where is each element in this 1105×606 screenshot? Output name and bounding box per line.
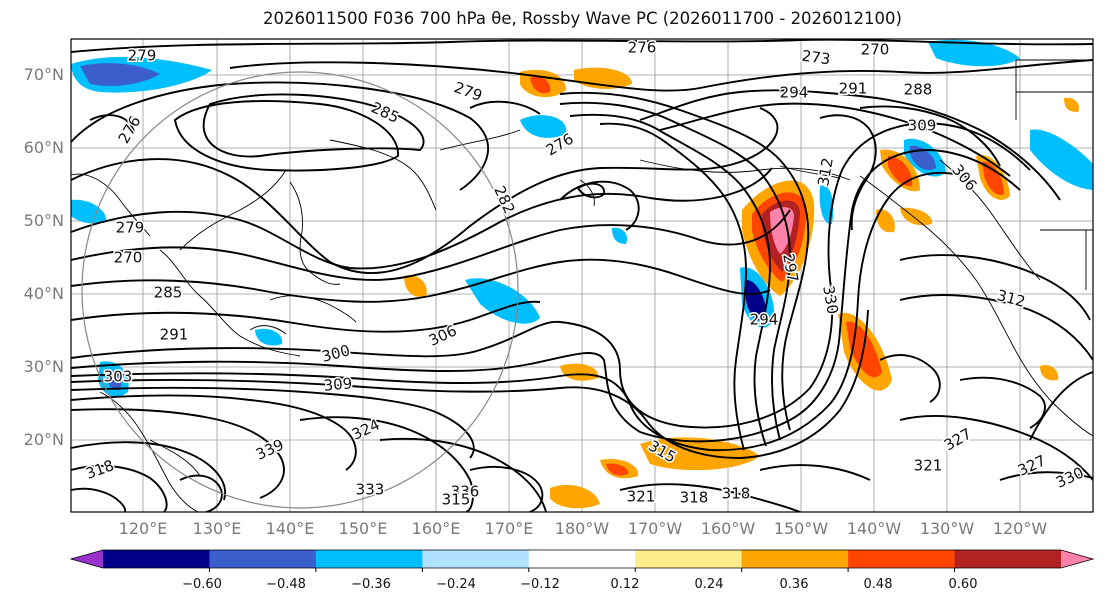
map-title: 2026011500 F036 700 hPa θe, Rossby Wave …: [263, 9, 902, 28]
contour-label: 306: [948, 161, 980, 195]
colorbar-tick-label: 0.48: [863, 577, 893, 592]
contour-label: 276: [628, 39, 657, 57]
contour-label: 327: [941, 425, 975, 455]
colorbar-tick-label: −0.12: [520, 577, 560, 592]
colorbar-segment: [741, 550, 849, 568]
contour-label: 336: [451, 483, 480, 501]
contour-label: 279: [116, 219, 145, 237]
contour-label: 297: [779, 252, 802, 283]
lon-label-120e: 120°E: [118, 519, 168, 538]
contour-label: 306: [426, 321, 460, 349]
colorbar-segment: [528, 550, 636, 568]
colorbar-segment: [422, 550, 530, 568]
contour-label: 282: [490, 183, 518, 217]
coastlines: [71, 59, 1093, 512]
contour-label: 318: [83, 456, 116, 483]
lat-label-70n: 70°N: [23, 65, 64, 84]
lat-label-40n: 40°N: [23, 284, 64, 303]
colorbar-tick-label: 0.24: [694, 577, 724, 592]
lon-label-130w: 130°W: [919, 519, 975, 538]
contour-label: 288: [904, 81, 933, 99]
contour-label: 285: [154, 284, 183, 302]
contour-label: 315: [442, 491, 471, 509]
contour-label: 291: [839, 80, 868, 98]
lat-label-60n: 60°N: [23, 138, 64, 157]
colorbar-segment: [209, 550, 317, 568]
lon-label-140e: 140°E: [265, 519, 315, 538]
lon-label-150e: 150°E: [338, 519, 388, 538]
theta-e-contours: [71, 39, 1093, 512]
lon-label-130e: 130°E: [192, 519, 242, 538]
contour-label: 312: [814, 156, 837, 187]
contour-label: 318: [680, 489, 709, 507]
contour-label: 294: [750, 311, 779, 329]
colorbar-segment: [315, 550, 423, 568]
lon-label-150w: 150°W: [773, 519, 829, 538]
contour-label: 303: [104, 368, 133, 386]
colorbar: [69, 549, 1095, 572]
colorbar-outline: [69, 549, 1095, 569]
contour-label: 324: [349, 415, 383, 443]
lon-label-170w: 170°W: [627, 519, 683, 538]
lat-label-50n: 50°N: [23, 211, 64, 230]
colorbar-extend-low: [71, 550, 103, 568]
colorbar-tick-label: −0.48: [266, 577, 306, 592]
colorbar-segment: [103, 550, 210, 568]
contour-label: 309: [323, 374, 353, 394]
colorbar-tick-label: −0.24: [436, 577, 476, 592]
map-frame: [70, 38, 1094, 513]
contour-label: 321: [914, 457, 943, 475]
contour-label: 273: [801, 47, 832, 69]
lon-label-120w: 120°W: [992, 519, 1048, 538]
contour-label: 330: [819, 284, 842, 315]
lat-label-30n: 30°N: [23, 357, 64, 376]
contour-label: 333: [356, 481, 385, 499]
contour-label: 300: [320, 341, 352, 366]
lon-label-160w: 160°W: [700, 519, 756, 538]
colorbar-extend-high: [1061, 550, 1093, 568]
colorbar-tick-label: 0.12: [610, 577, 640, 592]
contour-label: 312: [995, 286, 1027, 311]
colorbar-tick-label: −0.60: [182, 577, 222, 592]
lat-label-20n: 20°N: [23, 430, 64, 449]
colorbar-segment: [848, 550, 956, 568]
colorbar-tick-label: −0.36: [351, 577, 391, 592]
lon-label-160e: 160°E: [411, 519, 461, 538]
lon-label-140w: 140°W: [846, 519, 902, 538]
contour-label: 279: [452, 78, 485, 105]
colorbar-segment: [635, 550, 743, 568]
colorbar-tick-label: 0.36: [779, 577, 809, 592]
colorbar-tick-label: 0.60: [948, 577, 978, 592]
contour-label: 291: [160, 326, 189, 344]
colorbar-segment: [954, 550, 1062, 568]
contour-label: 321: [627, 488, 656, 506]
lon-label-170e: 170°E: [484, 519, 534, 538]
lon-label-180w: 180°W: [554, 519, 610, 538]
contour-label: 270: [114, 249, 143, 267]
contour-label: 318: [722, 485, 751, 503]
contour-label: 285: [368, 98, 402, 126]
projection-circle: [81, 71, 519, 509]
contour-label: 309: [908, 117, 937, 135]
contour-label: 270: [861, 41, 890, 59]
contour-label: 294: [780, 84, 809, 102]
contour-label: 279: [128, 47, 157, 65]
anomaly-shading: [71, 39, 1093, 509]
gridlines: [71, 39, 1093, 512]
